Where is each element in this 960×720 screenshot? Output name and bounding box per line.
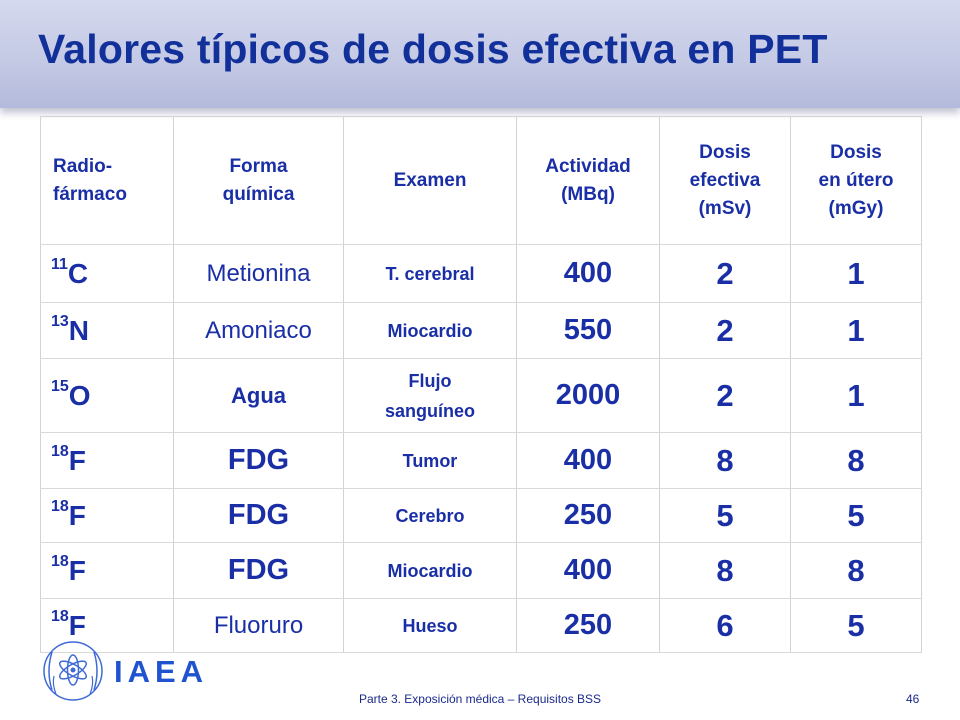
actividad-cell: 550 [516, 302, 660, 359]
table-header-row: Radio- fármaco Forma química Examen Acti… [40, 116, 922, 245]
forma-cell: Metionina [173, 244, 344, 303]
examen-cell: T. cerebral [343, 244, 517, 303]
radiofarmaco-cell: 15O [40, 358, 174, 433]
table-row: 11C Metionina T. cerebral 400 2 1 [40, 244, 922, 303]
actividad-cell: 250 [516, 598, 660, 653]
actividad-cell: 400 [516, 432, 660, 489]
dosis-utero-cell: 1 [790, 302, 922, 359]
forma-cell: Amoniaco [173, 302, 344, 359]
forma-cell: FDG [173, 542, 344, 599]
dosis-efectiva-cell: 6 [659, 598, 791, 653]
table-row: 18F FDG Tumor 400 8 8 [40, 432, 922, 489]
radiofarmaco-cell: 11C [40, 244, 174, 303]
actividad-cell: 2000 [516, 358, 660, 433]
dosis-utero-cell: 8 [790, 432, 922, 489]
dosis-efectiva-cell: 2 [659, 358, 791, 433]
dosis-efectiva-cell: 8 [659, 432, 791, 489]
radiofarmaco-cell: 13N [40, 302, 174, 359]
header-dosis-utero: Dosis en útero (mGy) [790, 116, 922, 245]
dosis-efectiva-cell: 2 [659, 244, 791, 303]
dosis-efectiva-cell: 5 [659, 488, 791, 543]
forma-cell: FDG [173, 432, 344, 489]
table-row: 18F Fluoruro Hueso 250 6 5 [40, 598, 922, 653]
examen-cell: Miocardio [343, 302, 517, 359]
table-row: 18F FDG Miocardio 400 8 8 [40, 542, 922, 599]
dosis-efectiva-cell: 2 [659, 302, 791, 359]
actividad-cell: 400 [516, 244, 660, 303]
actividad-cell: 400 [516, 542, 660, 599]
header-radiofarmaco: Radio- fármaco [40, 116, 174, 245]
radiofarmaco-cell: 18F [40, 542, 174, 599]
dose-table: Radio- fármaco Forma química Examen Acti… [40, 116, 922, 653]
page-number: 46 [906, 692, 920, 706]
header-dosis-efectiva: Dosis efectiva (mSv) [659, 116, 791, 245]
radiofarmaco-cell: 18F [40, 432, 174, 489]
dosis-utero-cell: 1 [790, 358, 922, 433]
header-forma-quimica: Forma química [173, 116, 344, 245]
forma-cell: Agua [173, 358, 344, 433]
forma-cell: Fluoruro [173, 598, 344, 653]
dosis-utero-cell: 5 [790, 598, 922, 653]
table-row: 15O Agua Flujo sanguíneo 2000 2 1 [40, 358, 922, 433]
examen-cell: Cerebro [343, 488, 517, 543]
slide-title: Valores típicos de dosis efectiva en PET [38, 26, 828, 72]
actividad-cell: 250 [516, 488, 660, 543]
footer-text: Parte 3. Exposición médica – Requisitos … [358, 692, 602, 706]
header-actividad: Actividad (MBq) [516, 116, 660, 245]
dosis-utero-cell: 5 [790, 488, 922, 543]
radiofarmaco-cell: 18F [40, 488, 174, 543]
iaea-brand: IAEA [114, 654, 209, 689]
examen-cell: Flujo sanguíneo [343, 358, 517, 433]
dosis-utero-cell: 8 [790, 542, 922, 599]
iaea-atom-logo-icon [43, 641, 103, 701]
forma-cell: FDG [173, 488, 344, 543]
dosis-efectiva-cell: 8 [659, 542, 791, 599]
dosis-utero-cell: 1 [790, 244, 922, 303]
table-row: 13N Amoniaco Miocardio 550 2 1 [40, 302, 922, 359]
title-band [0, 0, 960, 108]
header-examen: Examen [343, 116, 517, 245]
table-row: 18F FDG Cerebro 250 5 5 [40, 488, 922, 543]
examen-cell: Tumor [343, 432, 517, 489]
examen-cell: Hueso [343, 598, 517, 653]
examen-cell: Miocardio [343, 542, 517, 599]
